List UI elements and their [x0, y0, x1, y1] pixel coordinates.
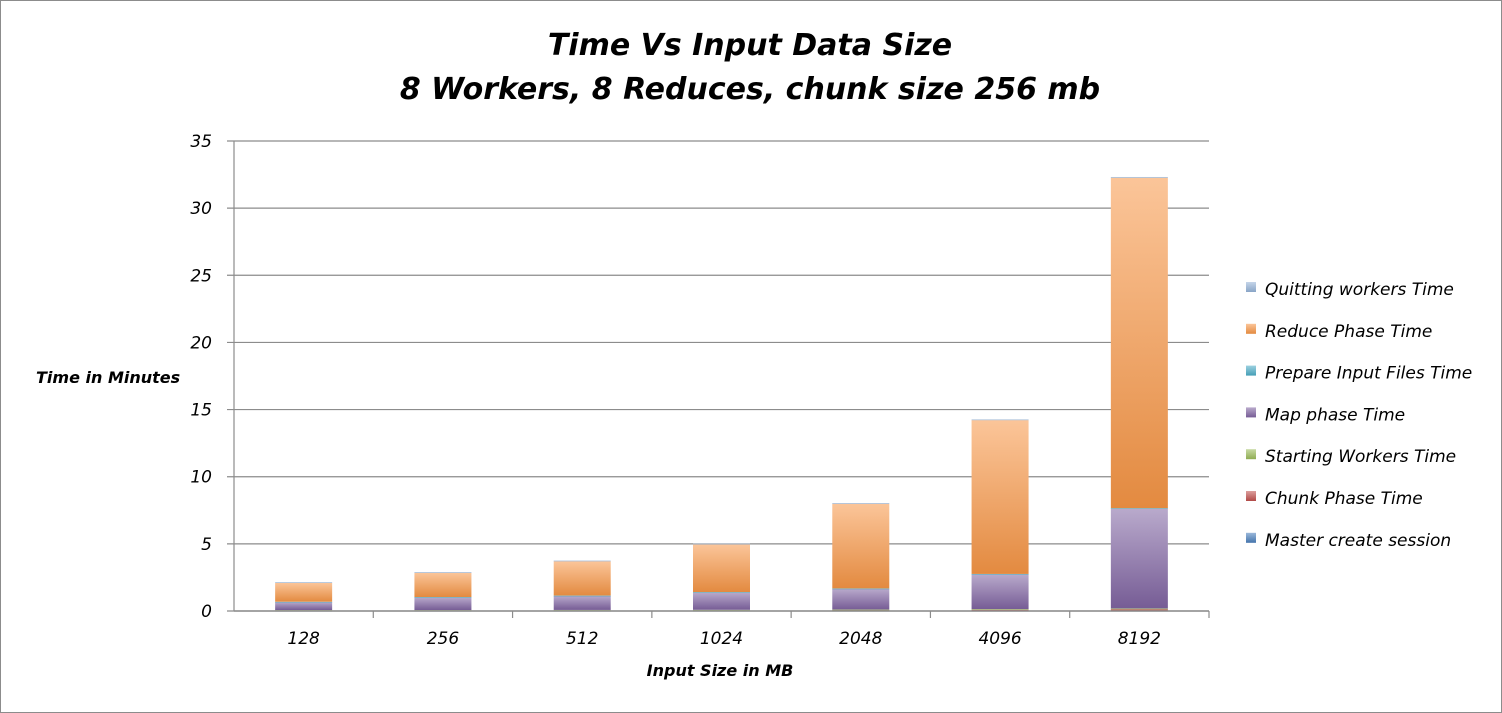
bar-map-phase-time-512 — [553, 595, 611, 610]
bar-reduce-phase-time-1024 — [693, 544, 750, 593]
chart-subtitle: 8 Workers, 8 Reduces, chunk size 256 mb — [399, 72, 1101, 107]
bar-reduce-phase-time-2048 — [832, 503, 890, 589]
y-tick-label: 35 — [190, 132, 212, 152]
legend-swatch-quitting-workers-time — [1246, 282, 1256, 292]
bar-prepare-input-files-time-8192 — [1110, 508, 1168, 509]
bar-reduce-phase-time-512 — [553, 561, 611, 596]
legend-label-prepare-input-files-time: Prepare Input Files Time — [1265, 364, 1472, 384]
y-tick-label: 25 — [190, 266, 212, 286]
bar-quitting-workers-time-512 — [553, 560, 611, 562]
x-tick-label: 128 — [287, 629, 320, 649]
x-tick-label: 256 — [427, 629, 460, 649]
bar-map-phase-time-1024 — [693, 592, 750, 610]
legend-swatch-map-phase-time — [1246, 407, 1256, 418]
bar-prepare-input-files-time-128 — [275, 601, 333, 603]
bar-prepare-input-files-time-512 — [553, 595, 611, 597]
x-axis-label: Input Size in MB — [646, 661, 794, 680]
x-tick-label: 1024 — [700, 629, 743, 649]
y-tick-label: 15 — [190, 401, 212, 421]
bar-map-phase-time-2048 — [832, 588, 890, 610]
bar-chunk-phase-time-8192 — [1110, 608, 1168, 611]
bar-starting-workers-time-2048 — [832, 609, 890, 611]
bar-quitting-workers-time-128 — [275, 582, 333, 583]
legend-label-reduce-phase-time: Reduce Phase Time — [1265, 322, 1432, 342]
bar-prepare-input-files-time-1024 — [693, 592, 750, 593]
bar-starting-workers-time-512 — [553, 609, 611, 611]
bar-starting-workers-time-8192 — [1110, 608, 1168, 610]
legend-label-starting-workers-time: Starting Workers Time — [1265, 447, 1456, 467]
bar-map-phase-time-128 — [275, 602, 333, 611]
x-tick-label: 8192 — [1118, 629, 1161, 649]
legend-label-master-create-session: Master create session — [1265, 531, 1451, 551]
bar-map-phase-time-8192 — [1110, 508, 1168, 609]
bar-reduce-phase-time-4096 — [971, 420, 1029, 574]
y-tick-label: 30 — [190, 199, 212, 219]
bar-prepare-input-files-time-2048 — [832, 588, 890, 590]
x-tick-label: 4096 — [978, 629, 1021, 649]
legend-swatch-starting-workers-time — [1246, 449, 1256, 460]
chart-title: Time Vs Input Data Size — [547, 28, 953, 63]
bar-starting-workers-time-1024 — [693, 609, 750, 611]
bar-quitting-workers-time-2048 — [832, 503, 890, 504]
bar-reduce-phase-time-8192 — [1110, 177, 1168, 509]
bar-quitting-workers-time-4096 — [971, 419, 1029, 421]
bar-quitting-workers-time-1024 — [693, 543, 750, 545]
legend-label-quitting-workers-time: Quitting workers Time — [1265, 280, 1454, 300]
bar-prepare-input-files-time-4096 — [971, 573, 1029, 575]
bar-map-phase-time-256 — [414, 597, 472, 611]
bar-quitting-workers-time-8192 — [1110, 176, 1168, 178]
bar-chunk-phase-time-4096 — [971, 609, 1029, 611]
bar-reduce-phase-time-128 — [275, 582, 333, 602]
bar-prepare-input-files-time-256 — [414, 597, 472, 598]
legend-swatch-chunk-phase-time — [1246, 491, 1256, 501]
x-tick-label: 512 — [566, 629, 598, 649]
legend-swatch-prepare-input-files-time — [1246, 365, 1256, 376]
y-tick-label: 5 — [201, 535, 212, 555]
bar-map-phase-time-4096 — [971, 574, 1029, 610]
y-tick-label: 0 — [201, 602, 212, 622]
y-tick-label: 10 — [190, 468, 212, 488]
y-axis-label: Time in Minutes — [36, 368, 181, 387]
legend-swatch-reduce-phase-time — [1246, 323, 1256, 334]
legend-label-chunk-phase-time: Chunk Phase Time — [1265, 489, 1423, 509]
bar-quitting-workers-time-256 — [414, 572, 472, 573]
bar-starting-workers-time-4096 — [971, 609, 1029, 610]
legend-swatch-master-create-session — [1246, 532, 1256, 543]
bar-reduce-phase-time-256 — [414, 572, 472, 598]
x-tick-label: 2048 — [839, 629, 882, 649]
y-tick-label: 20 — [190, 333, 212, 353]
legend-label-map-phase-time: Map phase Time — [1265, 405, 1405, 425]
